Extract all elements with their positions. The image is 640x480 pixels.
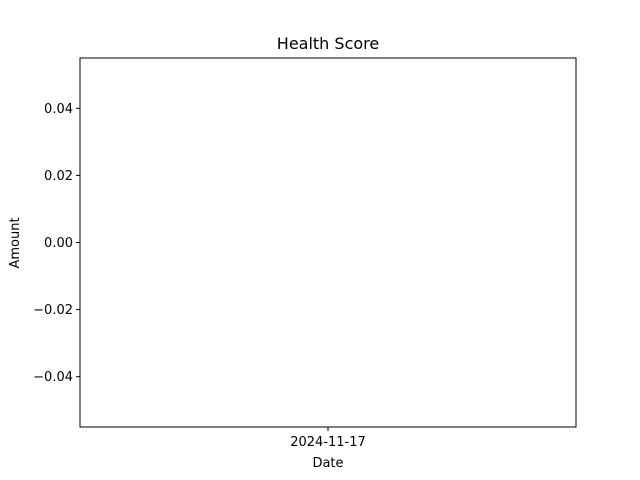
plot-area <box>79 57 577 428</box>
y-tick-label: 0.00 <box>44 236 73 251</box>
y-tick-label: −0.02 <box>33 303 73 318</box>
chart-title: Health Score <box>277 34 379 53</box>
plot-frame <box>79 57 577 428</box>
y-axis-label: Amount <box>8 217 23 268</box>
y-tick-label: −0.04 <box>33 370 73 385</box>
x-tick-label: 2024-11-17 <box>290 435 366 450</box>
y-axis-ticks: 0.04 0.02 0.00 −0.02 −0.04 <box>33 102 80 385</box>
x-axis-ticks: 2024-11-17 <box>290 427 366 450</box>
y-tick-label: 0.02 <box>44 169 73 184</box>
x-axis-label: Date <box>312 456 343 471</box>
y-tick-label: 0.04 <box>44 102 73 117</box>
